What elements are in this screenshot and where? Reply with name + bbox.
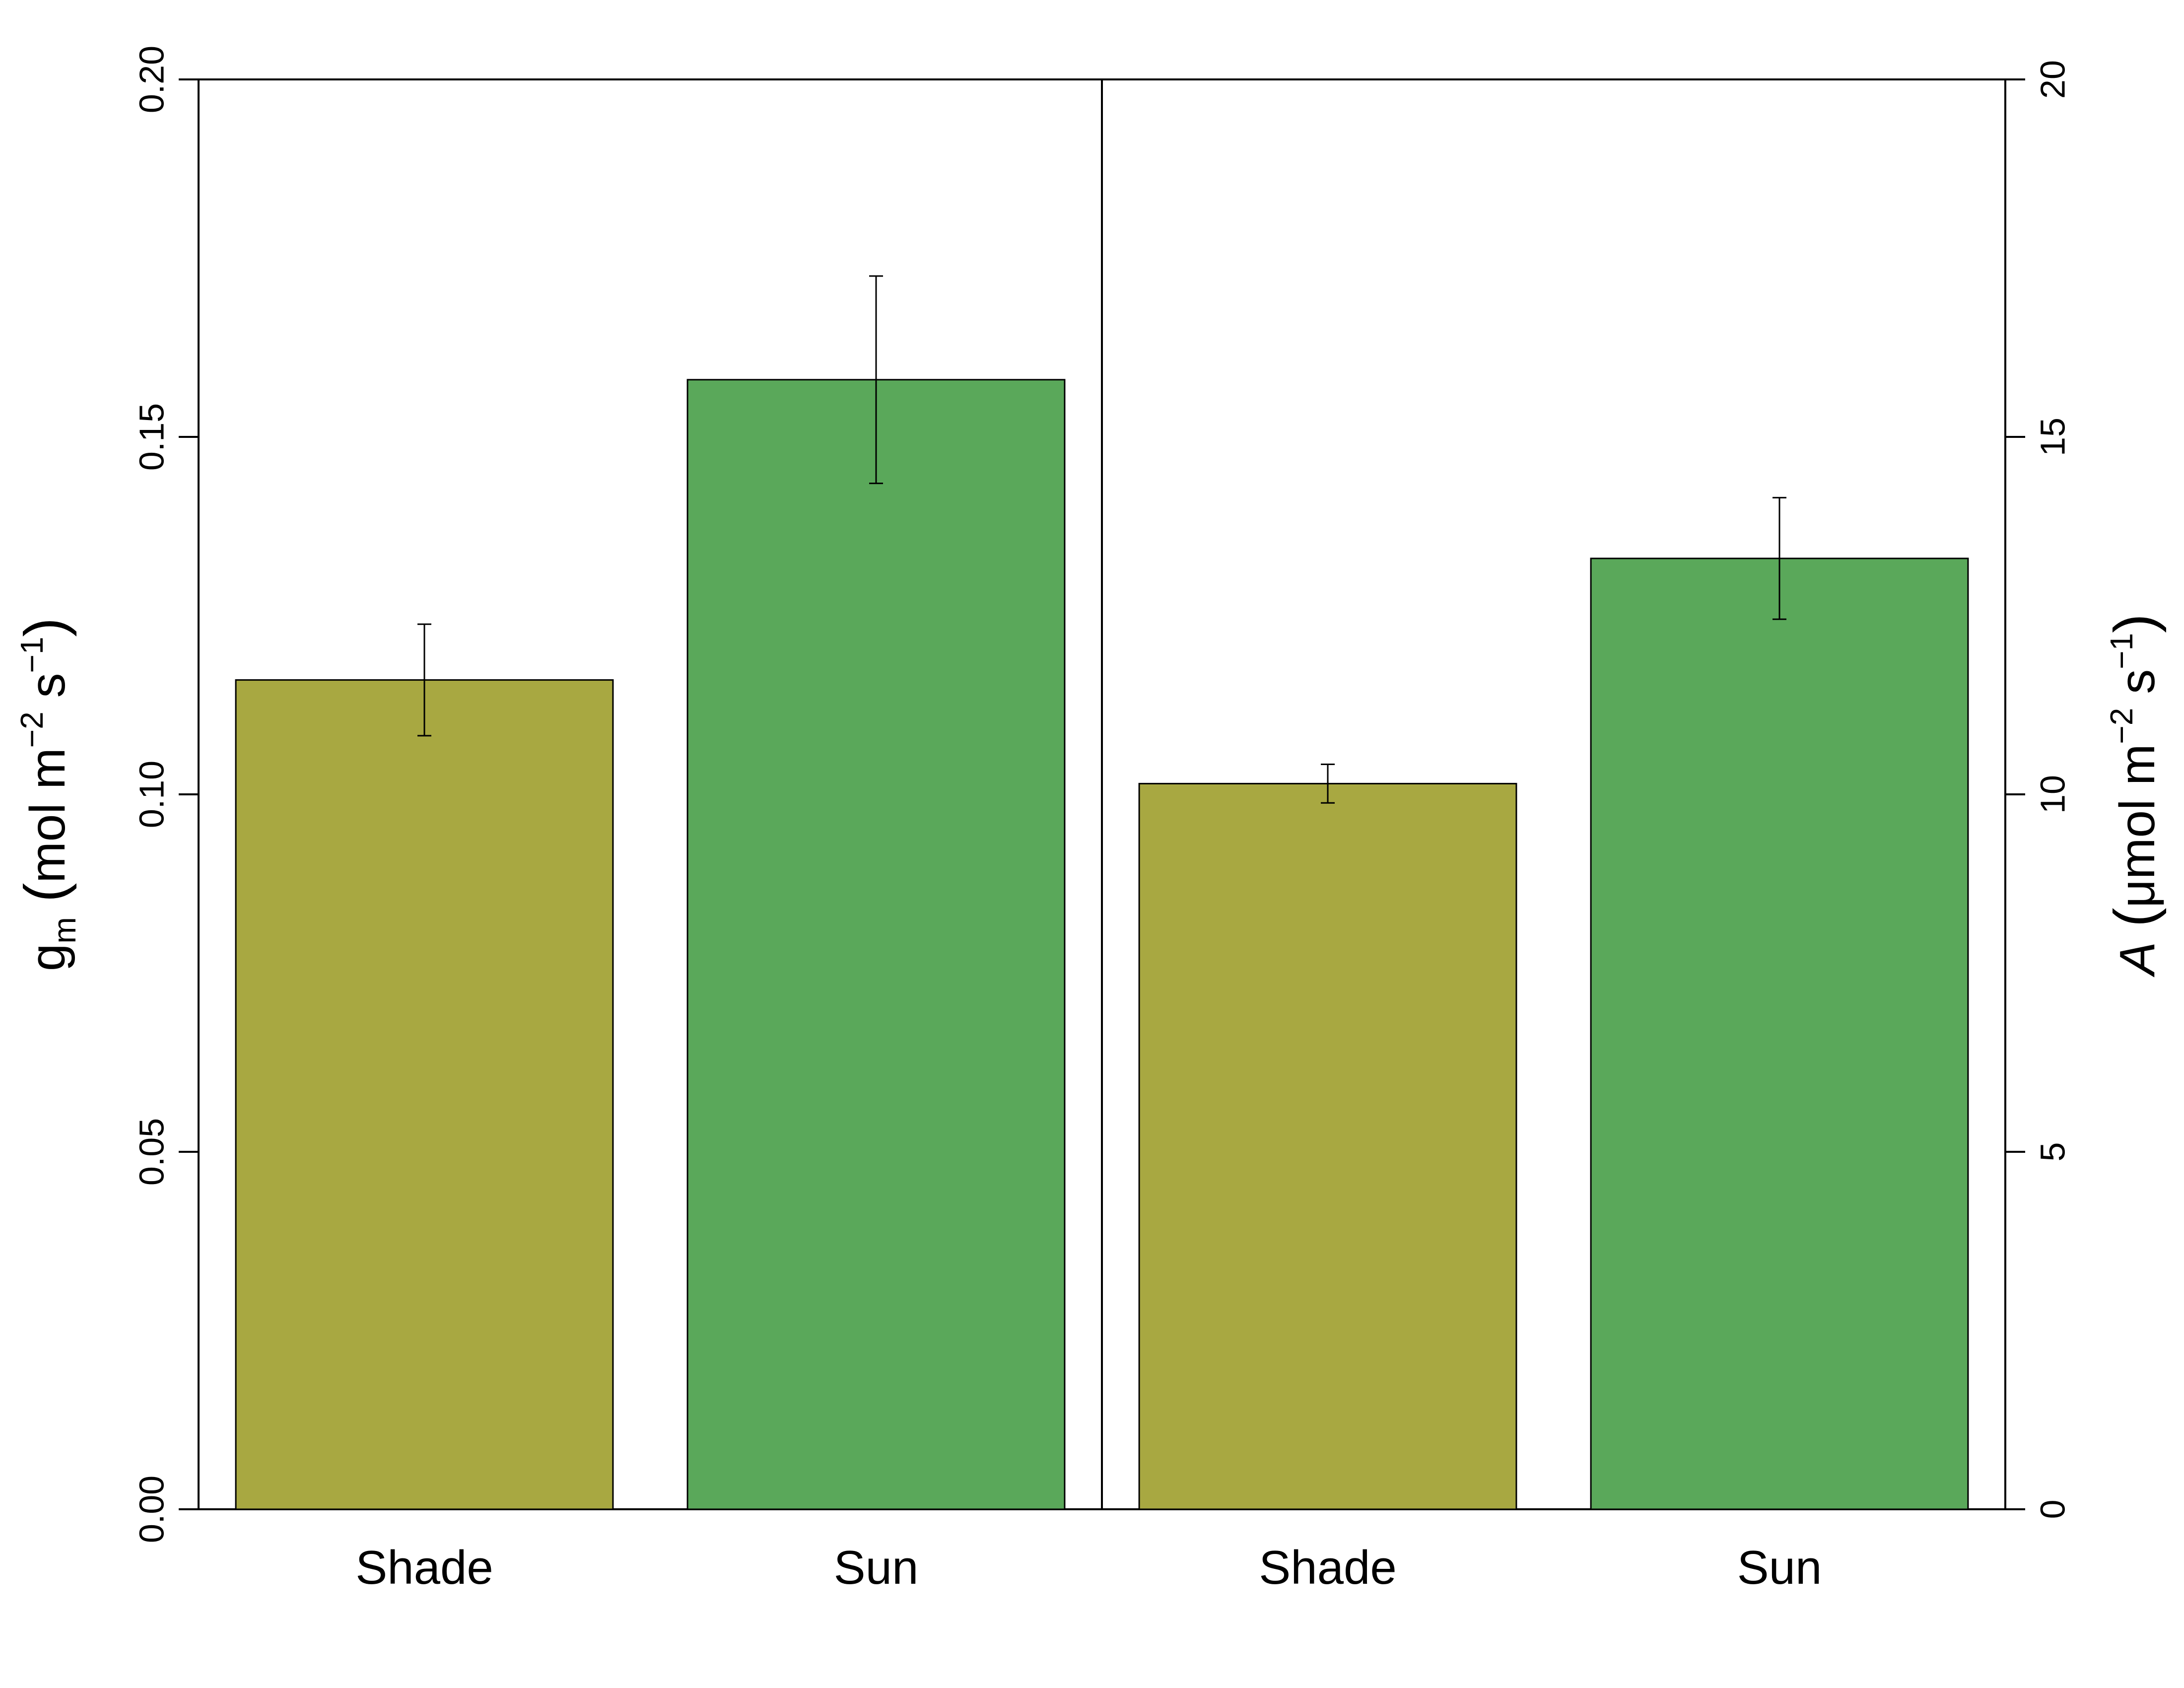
tick-label: 0.15 — [133, 403, 171, 471]
bar-left-shade — [235, 679, 614, 1510]
tick-label: 20 — [2034, 60, 2072, 99]
left-y-title-exp1: −2 — [14, 711, 50, 748]
left-y-axis: 0.00 0.05 0.10 0.15 0.20 — [133, 46, 200, 1543]
error-bars — [417, 275, 1786, 804]
right-y-axis-title: A (μmol m−2 s−1) — [2102, 614, 2167, 978]
left-y-axis-title: gm (mol m−2 s−1) — [12, 618, 82, 971]
tick-label: 0.00 — [133, 1476, 171, 1543]
tick-label: 5 — [2034, 1142, 2072, 1162]
right-y-title-unit-s: s — [2110, 669, 2165, 708]
tick-label: 10 — [2034, 775, 2072, 814]
category-labels: Shade Sun Shade Sun — [355, 1541, 1822, 1594]
category-label-sun: Sun — [1737, 1541, 1822, 1594]
category-label-shade: Shade — [355, 1541, 493, 1594]
category-label-sun: Sun — [834, 1541, 919, 1594]
tick-label: 0.20 — [133, 46, 171, 113]
left-y-title-open: ( — [12, 883, 77, 903]
right-y-title-exp2: −1 — [2104, 633, 2139, 669]
left-y-title-exp2: −1 — [14, 637, 50, 673]
bar-right-sun — [1590, 558, 1969, 1510]
right-y-title-unit: μmol m — [2110, 744, 2165, 908]
tick-label: 0.05 — [133, 1118, 171, 1186]
bars — [235, 379, 1969, 1510]
right-y-title-exp1: −2 — [2104, 708, 2139, 744]
left-y-title-sub: m — [47, 917, 82, 943]
category-label-shade: Shade — [1259, 1541, 1397, 1594]
right-y-title-base: A — [2110, 942, 2165, 978]
right-y-axis: 0 5 10 15 20 — [2004, 60, 2072, 1519]
left-y-title-unit: mol m — [20, 748, 75, 883]
tick-label: 0.10 — [133, 761, 171, 828]
left-y-title-close: ) — [12, 618, 77, 637]
right-y-title-close: ) — [2102, 614, 2167, 633]
tick-label: 15 — [2034, 418, 2072, 456]
right-y-title-open: ( — [2102, 908, 2167, 927]
left-y-title-base: g — [20, 943, 75, 971]
tick-label: 0 — [2034, 1500, 2072, 1519]
bar-right-shade — [1138, 782, 1517, 1510]
left-y-title-unit-s: s — [20, 673, 75, 712]
bar-left-sun — [686, 379, 1066, 1510]
